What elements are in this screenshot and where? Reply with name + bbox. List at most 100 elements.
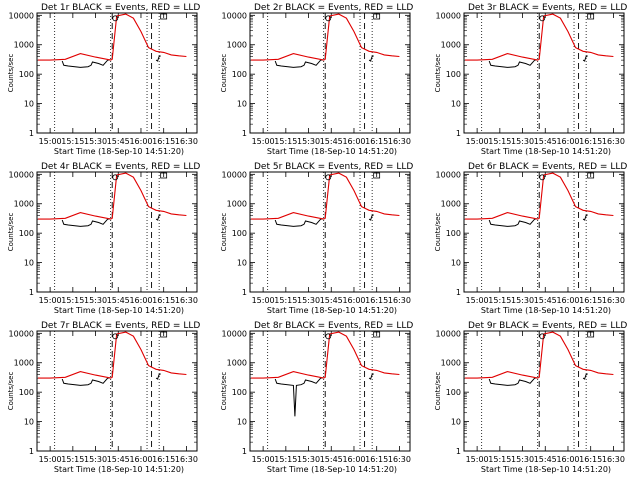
- y-tick-label: 10: [24, 259, 34, 268]
- events-series-line-segment: [582, 55, 588, 62]
- events-series-line-segment: [582, 214, 588, 221]
- panel-4: Det 4r BLACK = Events, RED = LLD 1 10 100 10…: [7, 162, 200, 315]
- lld-series-line: [251, 331, 400, 379]
- x-tick-label: 16:00: [342, 137, 365, 146]
- lld-series-line: [465, 13, 614, 61]
- panel-5: Det 5r BLACK = Events, RED = LLD 1 10 100 10…: [220, 162, 413, 315]
- x-tick-label: 16:00: [129, 137, 152, 146]
- x-tick-label: 15:45: [320, 455, 343, 464]
- events-series-line: [61, 377, 111, 386]
- y-axis-label: Counts/sec: [220, 54, 228, 93]
- y-tick-label: 100: [446, 388, 461, 397]
- x-tick-label: 15:30: [511, 455, 534, 464]
- x-tick-label: 16:00: [556, 296, 579, 305]
- x-tick-label: 16:00: [556, 137, 579, 146]
- y-tick-label: 10: [237, 418, 247, 427]
- y-tick-label: 100: [19, 70, 34, 79]
- y-tick-label: 1: [456, 447, 461, 456]
- x-tick-label: 16:30: [388, 455, 411, 464]
- x-tick-label: 15:30: [84, 296, 107, 305]
- lld-series-line: [38, 331, 187, 379]
- y-axis-label: Counts/sec: [220, 213, 228, 252]
- lld-series-line: [251, 172, 400, 220]
- gap-marker: [587, 331, 595, 338]
- y-tick-label: 1000: [441, 200, 461, 209]
- lld-series-line: [38, 13, 187, 61]
- x-tick-label: 16:15: [152, 296, 175, 305]
- x-tick-label: 15:15: [488, 137, 511, 146]
- y-tick-label: 10000: [9, 329, 34, 338]
- y-axis-label: Counts/sec: [434, 372, 442, 411]
- y-tick-label: 100: [19, 229, 34, 238]
- x-tick-label: 16:30: [175, 455, 198, 464]
- gap-marker: [373, 331, 381, 338]
- x-tick-label: 15:45: [320, 137, 343, 146]
- y-tick-label: 1: [29, 129, 34, 138]
- events-series-line-segment: [368, 373, 374, 380]
- gap-marker: [587, 13, 595, 20]
- y-tick-label: 1000: [441, 359, 461, 368]
- panel-2: Det 2r BLACK = Events, RED = LLD 1 10 100 10…: [220, 3, 413, 156]
- x-axis-label: Start Time (18-Sep-10 14:51:20): [481, 465, 611, 474]
- events-series-line: [61, 218, 111, 227]
- gap-marker: [160, 331, 168, 338]
- y-tick-label: 1000: [227, 200, 247, 209]
- x-axis-label: Start Time (18-Sep-10 14:51:20): [267, 465, 397, 474]
- y-axis-label: Counts/sec: [434, 54, 442, 93]
- x-tick-label: 15:30: [297, 455, 320, 464]
- x-tick-label: 16:15: [579, 296, 602, 305]
- x-axis-label: Start Time (18-Sep-10 14:51:20): [481, 306, 611, 315]
- events-series-line: [488, 377, 538, 386]
- x-tick-label: 15:30: [511, 137, 534, 146]
- events-series-line-segment: [582, 373, 588, 380]
- x-tick-label: 15:00: [466, 296, 489, 305]
- x-tick-label: 16:30: [602, 455, 625, 464]
- y-tick-label: 100: [19, 388, 34, 397]
- events-series-line: [274, 218, 324, 227]
- y-tick-label: 100: [446, 70, 461, 79]
- events-series-line-segment: [155, 373, 161, 380]
- x-tick-label: 15:30: [297, 137, 320, 146]
- y-tick-label: 10000: [222, 329, 247, 338]
- y-tick-label: 10000: [222, 170, 247, 179]
- y-axis-label: Counts/sec: [7, 54, 15, 93]
- x-tick-label: 15:45: [107, 296, 130, 305]
- x-tick-label: 15:30: [511, 296, 534, 305]
- lld-series-line: [251, 13, 400, 61]
- saturation-marker: [112, 174, 119, 181]
- events-series-line-segment: [368, 55, 374, 62]
- x-tick-label: 16:15: [152, 137, 175, 146]
- y-tick-label: 1000: [227, 41, 247, 50]
- saturation-marker: [325, 174, 332, 181]
- x-tick-label: 15:00: [39, 296, 62, 305]
- y-tick-label: 1000: [441, 41, 461, 50]
- y-tick-label: 10: [24, 100, 34, 109]
- saturation-marker: [539, 15, 546, 22]
- panel-title: Det 3r BLACK = Events, RED = LLD: [468, 3, 627, 13]
- x-tick-label: 15:00: [252, 455, 275, 464]
- y-tick-label: 100: [232, 229, 247, 238]
- events-series-line: [274, 59, 324, 68]
- x-tick-label: 16:00: [129, 296, 152, 305]
- x-axis-label: Start Time (18-Sep-10 14:51:20): [54, 147, 184, 156]
- x-tick-label: 15:00: [39, 455, 62, 464]
- panel-title: Det 1r BLACK = Events, RED = LLD: [41, 3, 200, 13]
- events-series-line: [61, 59, 111, 68]
- gap-marker: [373, 13, 381, 20]
- y-tick-label: 1000: [14, 41, 34, 50]
- x-tick-label: 15:30: [297, 296, 320, 305]
- events-series-line: [488, 59, 538, 68]
- x-axis-label: Start Time (18-Sep-10 14:51:20): [54, 465, 184, 474]
- panel-6: Det 6r BLACK = Events, RED = LLD 1 10 100 10…: [434, 162, 627, 315]
- panel-title: Det 4r BLACK = Events, RED = LLD: [41, 162, 200, 172]
- plot-frame: [249, 171, 411, 293]
- lld-series-line: [38, 172, 187, 220]
- gap-marker: [373, 172, 381, 179]
- x-tick-label: 15:00: [252, 137, 275, 146]
- y-tick-label: 10: [451, 418, 461, 427]
- y-tick-label: 1: [242, 129, 247, 138]
- panel-title: Det 8r BLACK = Events, RED = LLD: [254, 321, 413, 331]
- x-tick-label: 16:15: [365, 455, 388, 464]
- x-tick-label: 15:15: [61, 137, 84, 146]
